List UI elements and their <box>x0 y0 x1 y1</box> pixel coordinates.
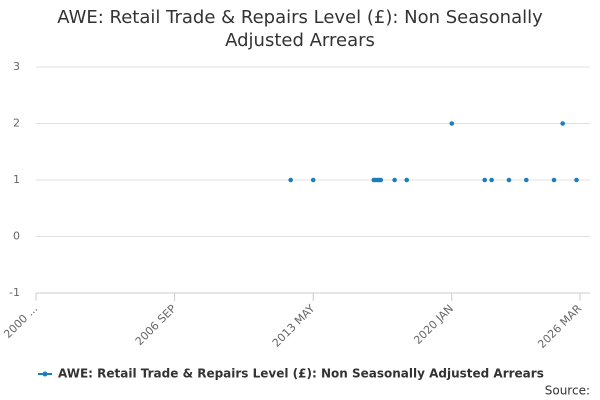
x-tick-label: 2006 SEP <box>133 302 179 348</box>
chart-title: AWE: Retail Trade & Repairs Level (£): N… <box>57 7 543 51</box>
data-point <box>574 177 579 183</box>
y-tick-label: 1 <box>13 173 20 186</box>
data-point <box>449 121 455 126</box>
data-point <box>378 177 384 183</box>
data-point <box>489 177 494 183</box>
data-point <box>551 177 557 183</box>
x-tick-label: 2013 MAY <box>270 302 318 350</box>
x-tick-label: 2000 ... <box>1 302 40 341</box>
x-tick-label: 2020 JAN <box>411 302 456 347</box>
x-tick-label: 2026 MAR <box>535 302 584 351</box>
legend-marker <box>42 371 48 377</box>
legend-label: AWE: Retail Trade & Repairs Level (£): N… <box>58 367 544 381</box>
source: Source: <box>545 384 590 398</box>
data-point <box>523 177 529 183</box>
data-point <box>392 177 397 183</box>
y-tick-label: -1 <box>9 286 20 299</box>
data-point <box>288 177 293 183</box>
data-point <box>506 177 512 183</box>
data-point <box>560 121 565 126</box>
data-point <box>310 177 316 183</box>
data-point <box>482 177 488 183</box>
data-point <box>404 177 410 183</box>
y-tick-label: 2 <box>13 117 20 130</box>
y-tick-label: 0 <box>13 230 20 243</box>
y-tick-label: 3 <box>13 60 20 73</box>
